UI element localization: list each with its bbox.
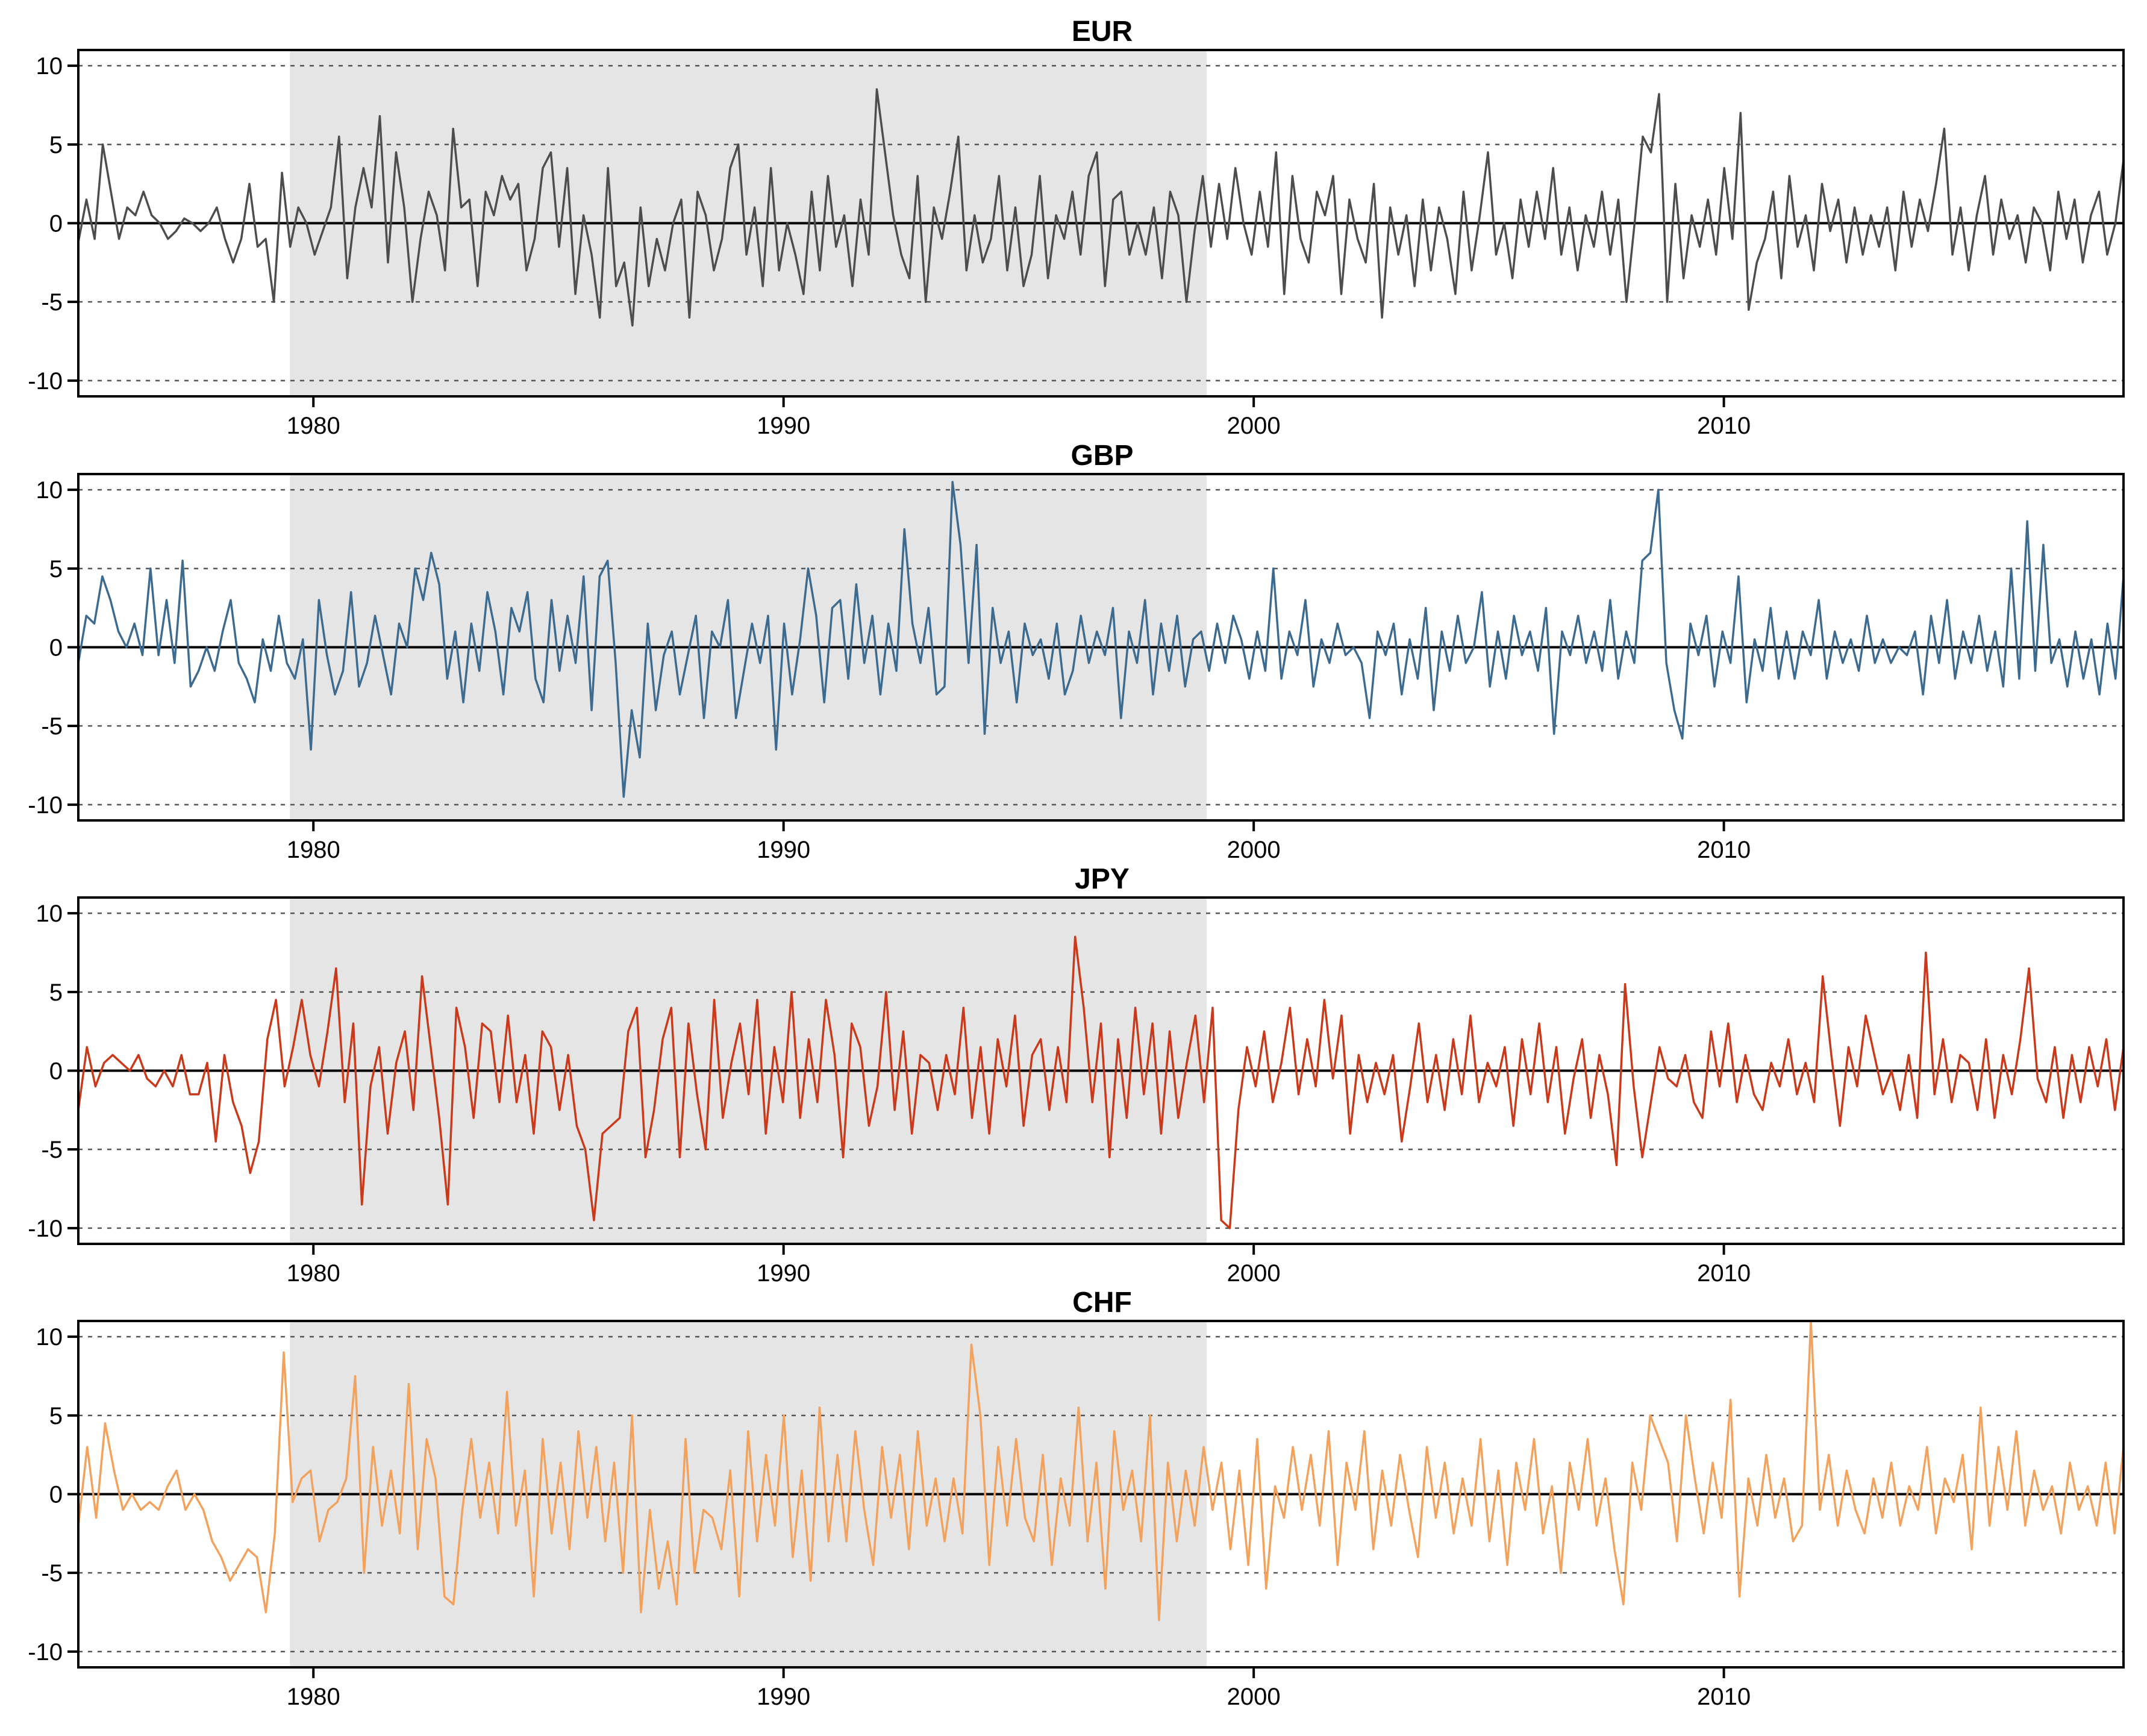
gbp-y-tick-label: 5 bbox=[49, 556, 63, 582]
gbp-y-tick-label: -5 bbox=[41, 713, 63, 740]
chf-y-tick-label: -10 bbox=[28, 1639, 63, 1666]
chf-x-tick-label: 2000 bbox=[1227, 1684, 1281, 1710]
jpy-y-tick-label: 0 bbox=[49, 1058, 63, 1085]
jpy-y-tick-label: -10 bbox=[28, 1216, 63, 1242]
gbp-x-tick-label: 2000 bbox=[1227, 837, 1281, 863]
chf-x-tick-label: 2010 bbox=[1697, 1684, 1751, 1710]
eur-x-tick-label: 2000 bbox=[1227, 413, 1281, 439]
eur-title: EUR bbox=[1072, 16, 1133, 48]
eur-series-line bbox=[77, 88, 2125, 327]
chf-y-tick-label: 5 bbox=[49, 1403, 63, 1429]
jpy-x-tick-label: 2010 bbox=[1697, 1260, 1751, 1287]
eur-y-tick-label: 5 bbox=[49, 132, 63, 158]
gbp-title: GBP bbox=[1070, 440, 1133, 472]
chf-title: CHF bbox=[1072, 1287, 1132, 1319]
jpy-title: JPY bbox=[1075, 863, 1130, 895]
jpy-y-tick-label: -5 bbox=[41, 1137, 63, 1163]
chf-y-tick-label: 10 bbox=[36, 1324, 63, 1350]
jpy-y-tick-label: 10 bbox=[36, 901, 63, 927]
jpy-y-tick-label: 5 bbox=[49, 979, 63, 1006]
chf-x-tick-label: 1980 bbox=[287, 1684, 340, 1710]
gbp-y-tick-label: 0 bbox=[49, 635, 63, 661]
eur-y-tick-label: -5 bbox=[41, 289, 63, 316]
chf-x-tick-label: 1990 bbox=[757, 1684, 810, 1710]
eur-x-tick-label: 1990 bbox=[757, 413, 810, 439]
jpy-x-tick-label: 1990 bbox=[757, 1260, 810, 1287]
chf-y-tick-label: -5 bbox=[41, 1560, 63, 1587]
eur-y-tick-label: 10 bbox=[36, 53, 63, 80]
jpy-x-tick-label: 1980 bbox=[287, 1260, 340, 1287]
eur-y-tick-label: 0 bbox=[49, 211, 63, 237]
eur-y-tick-label: -10 bbox=[28, 368, 63, 395]
gbp-x-tick-label: 1990 bbox=[757, 837, 810, 863]
gbp-x-tick-label: 1980 bbox=[287, 837, 340, 863]
gbp-x-tick-label: 2010 bbox=[1697, 837, 1751, 863]
gbp-y-tick-label: 10 bbox=[36, 477, 63, 504]
eur-x-tick-label: 1980 bbox=[287, 413, 340, 439]
chf-y-tick-label: 0 bbox=[49, 1482, 63, 1508]
eur-x-tick-label: 2010 bbox=[1697, 413, 1751, 439]
jpy-series-line bbox=[77, 935, 2125, 1229]
gbp-series-line bbox=[77, 481, 2125, 798]
chf-series-line bbox=[77, 1320, 2125, 1622]
gbp-y-tick-label: -10 bbox=[28, 792, 63, 819]
jpy-x-tick-label: 2000 bbox=[1227, 1260, 1281, 1287]
